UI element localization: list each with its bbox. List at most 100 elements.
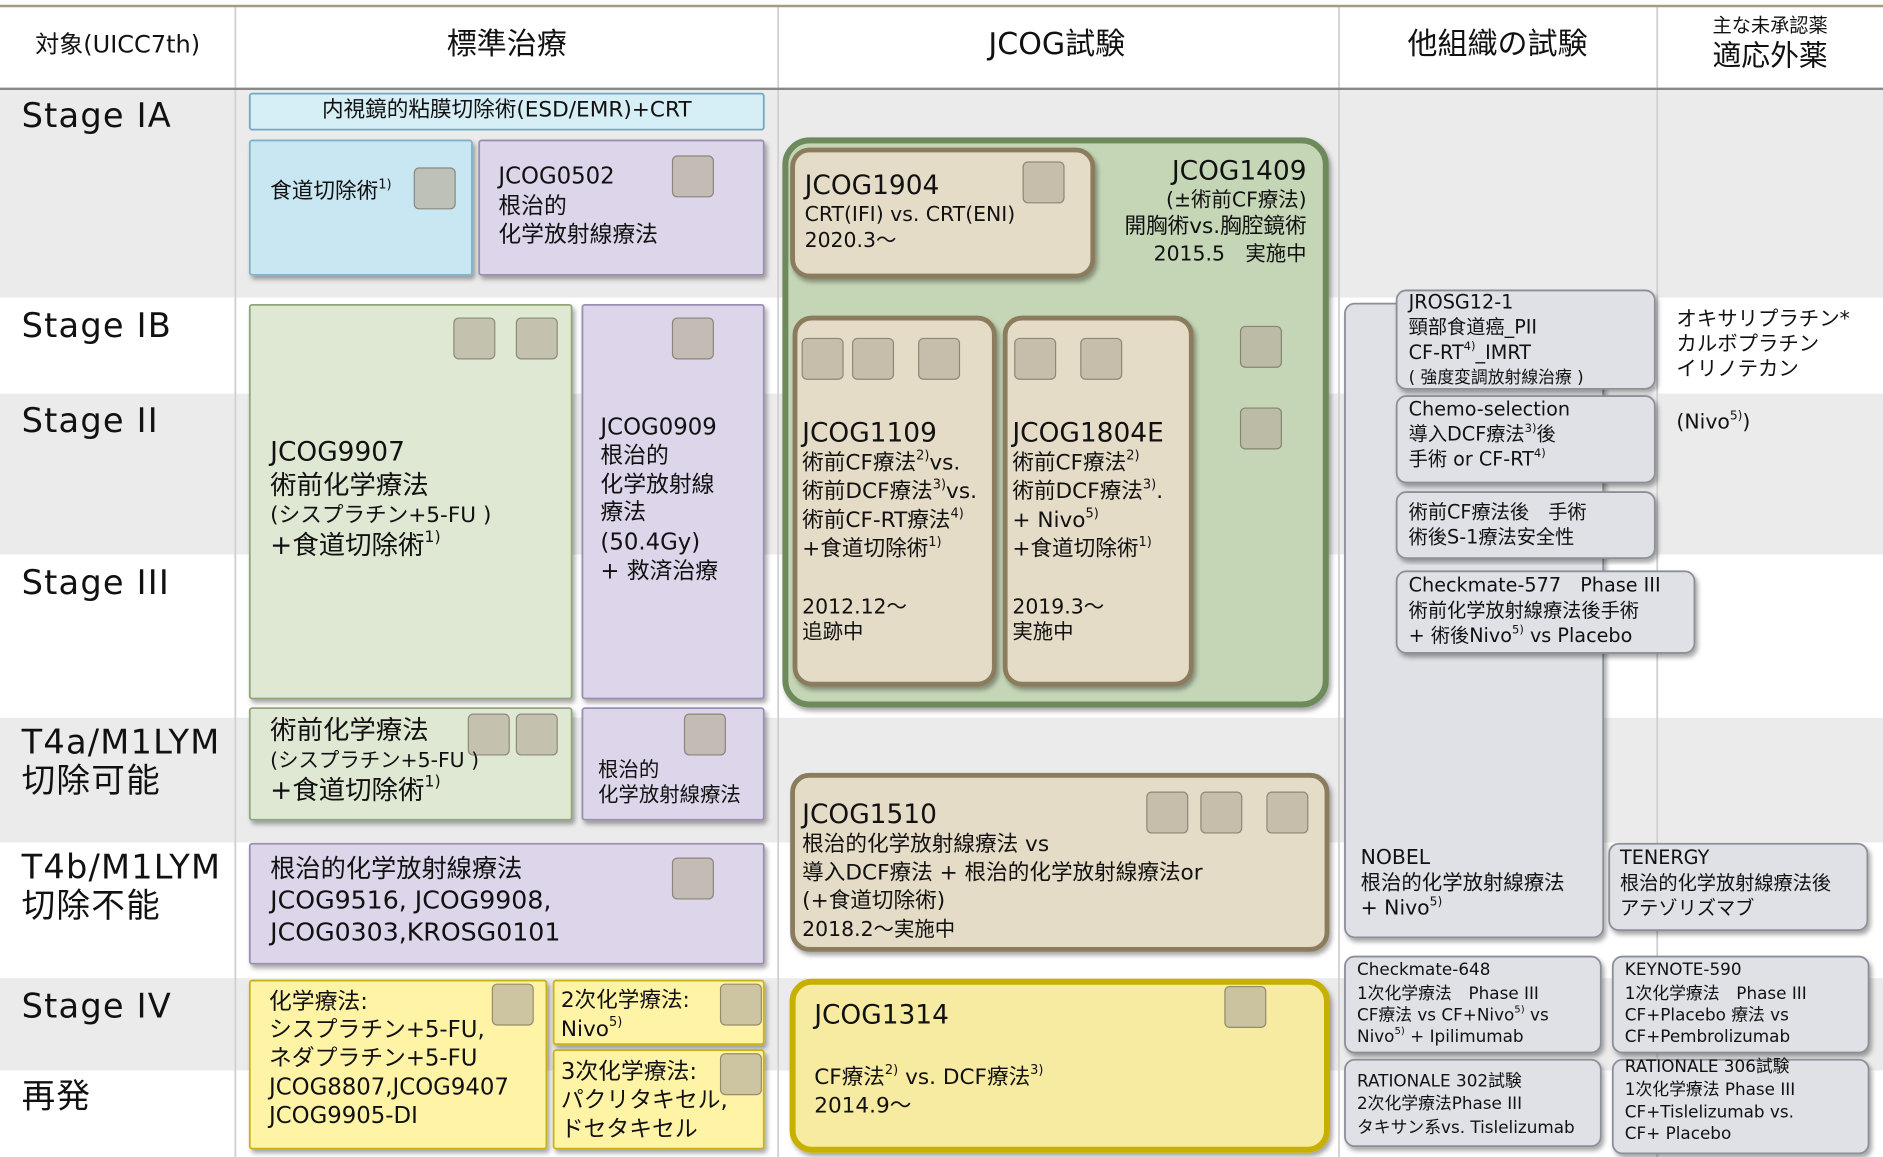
text-line: CF療法 vs CF+Nivo5) vs <box>1357 1004 1549 1024</box>
text-line: 根治的化学放射線療法 <box>270 854 522 883</box>
icon <box>852 337 895 380</box>
row-label: Stage III <box>22 563 170 602</box>
text-run: 1次化学療法 Phase III <box>1625 983 1807 1003</box>
text-run: Nivo <box>1357 1026 1394 1046</box>
text-line: 導入DCF療法 + 根治的化学放射線療法or <box>802 861 1203 886</box>
text-run: JCOG9907 <box>268 436 405 467</box>
text-line: 1次化学療法 Phase III <box>1357 983 1539 1003</box>
text-line: 術前CF療法後 手術 <box>1409 500 1587 523</box>
box <box>552 979 765 1046</box>
text-line: 化学放射線療法 <box>498 222 658 248</box>
text-run: + Ipilimumab <box>1405 1026 1524 1046</box>
text-run: vs Placebo <box>1524 624 1633 647</box>
text-line: KEYNOTE-590 <box>1625 959 1742 979</box>
superscript: 1) <box>424 771 440 790</box>
text-run: CF+Tislelizumab vs. <box>1625 1102 1794 1122</box>
text-line: Chemo-selection <box>1409 397 1570 420</box>
icon <box>491 983 534 1026</box>
icon <box>515 317 558 360</box>
text-line: 2次化学療法: <box>561 988 690 1013</box>
icon <box>671 155 714 198</box>
text-run: ネダプラチン+5-FU <box>269 1045 477 1071</box>
text-line: Nivo5) <box>561 1015 622 1042</box>
text-line: 化学放射線 <box>600 471 714 497</box>
text-run: ドセタキセル <box>561 1116 698 1142</box>
text-line: シスプラチン+5-FU, <box>269 1016 485 1042</box>
text-line: (±術前CF療法) <box>1166 187 1307 211</box>
text-line: 2014.9～ <box>814 1094 911 1119</box>
text-line: 術前CF-RT療法4) <box>802 506 964 533</box>
row-label: 切除不能 <box>22 886 161 925</box>
text-line: JROSG12-1 <box>1408 290 1514 313</box>
text-run: 術前CF療法 <box>802 450 916 475</box>
superscript: 4) <box>1534 445 1546 459</box>
text-line: JCOG8807,JCOG9407 <box>267 1074 509 1100</box>
text-line: 術前化学療法 <box>270 470 428 501</box>
text-line: + 術後Nivo5) vs Placebo <box>1409 622 1633 647</box>
text-run: 化学療法: <box>269 989 368 1015</box>
icon <box>1200 791 1243 834</box>
box <box>1608 842 1869 932</box>
text-run: 2018.2～実施中 <box>802 917 955 941</box>
box <box>248 979 548 1150</box>
text-line: カルボプラチン <box>1676 331 1819 355</box>
superscript: 5) <box>1085 506 1098 521</box>
text-line: (+食道切除術) <box>802 888 945 913</box>
text-run: 術前化学療法 <box>270 470 428 501</box>
text-run: 術後S-1療法安全性 <box>1409 525 1575 548</box>
text-run: (+食道切除術) <box>802 888 945 913</box>
box <box>248 92 765 131</box>
text-run: 開胸術vs.胸腔鏡術 <box>1124 214 1306 239</box>
header-cell: 主な未承認薬 <box>1713 14 1828 37</box>
text-run: 1次化学療法 Phase III <box>1625 1079 1795 1099</box>
text-run: 導入DCF療法 + 根治的化学放射線療法or <box>802 861 1203 886</box>
icon <box>515 713 558 756</box>
text-run: 後 <box>1536 422 1555 445</box>
text-line: 2019.3～ <box>1012 594 1104 618</box>
text-run: . <box>1156 479 1163 504</box>
text-line: Checkmate-648 <box>1357 959 1490 979</box>
superscript: 3) <box>1525 420 1537 434</box>
text-line: JCOG9907 <box>268 436 405 467</box>
text-line: +食道切除術1) <box>1012 535 1151 562</box>
icon <box>719 983 762 1026</box>
text-line: 術前CF療法2)vs. <box>802 448 960 475</box>
text-run: 2014.9～ <box>814 1094 911 1119</box>
superscript: 5) <box>609 1015 622 1030</box>
text-run: ( 強度変調放射線治療 ) <box>1409 367 1584 387</box>
text-line: 術前DCF療法3). <box>1012 477 1163 504</box>
text-line: JCOG1109 <box>800 417 937 448</box>
text-run: イリノテカン <box>1676 357 1798 381</box>
text-line: 2020.3～ <box>805 228 897 252</box>
text-run: タキサン系vs. Tislelizumab <box>1357 1117 1575 1137</box>
text-run: (シスプラチン+5-FU ) <box>270 748 479 772</box>
text-run: _IMRT <box>1475 340 1532 363</box>
box <box>1395 395 1656 484</box>
text-run: 術前DCF療法 <box>802 479 933 504</box>
text-line: JCOG9905-DI <box>267 1103 418 1129</box>
text-line: +食道切除術1) <box>802 535 941 562</box>
text-run: vs. DCF療法 <box>898 1065 1030 1090</box>
text-line: JCOG0303,KROSG0101 <box>268 918 560 947</box>
text-run: 根治的 <box>598 758 659 782</box>
icon <box>1239 325 1282 368</box>
row-label: Stage IV <box>22 987 172 1026</box>
box <box>1344 1058 1602 1148</box>
text-run: 根治的 <box>498 193 566 219</box>
text-run: vs. <box>929 450 960 475</box>
row-label: 再発 <box>22 1077 92 1116</box>
row-label: Stage IA <box>22 96 172 135</box>
text-line: 実施中 <box>1012 620 1073 644</box>
text-run: (シスプラチン+5-FU ) <box>270 503 491 528</box>
text-run: 実施中 <box>1012 620 1073 644</box>
row-label: Stage IB <box>22 306 172 345</box>
icon <box>1014 337 1057 380</box>
text-line: 1次化学療法 Phase III <box>1625 1079 1795 1099</box>
text-run: 2020.3～ <box>805 228 897 252</box>
text-line: アテゾリズマブ <box>1620 896 1754 919</box>
text-run: + Nivo <box>1361 896 1430 920</box>
text-run: 術前化学放射線療法後手術 <box>1409 598 1639 621</box>
text-line: 術後S-1療法安全性 <box>1409 525 1575 548</box>
text-run: +食道切除術 <box>270 530 424 561</box>
superscript: 3) <box>933 477 946 492</box>
